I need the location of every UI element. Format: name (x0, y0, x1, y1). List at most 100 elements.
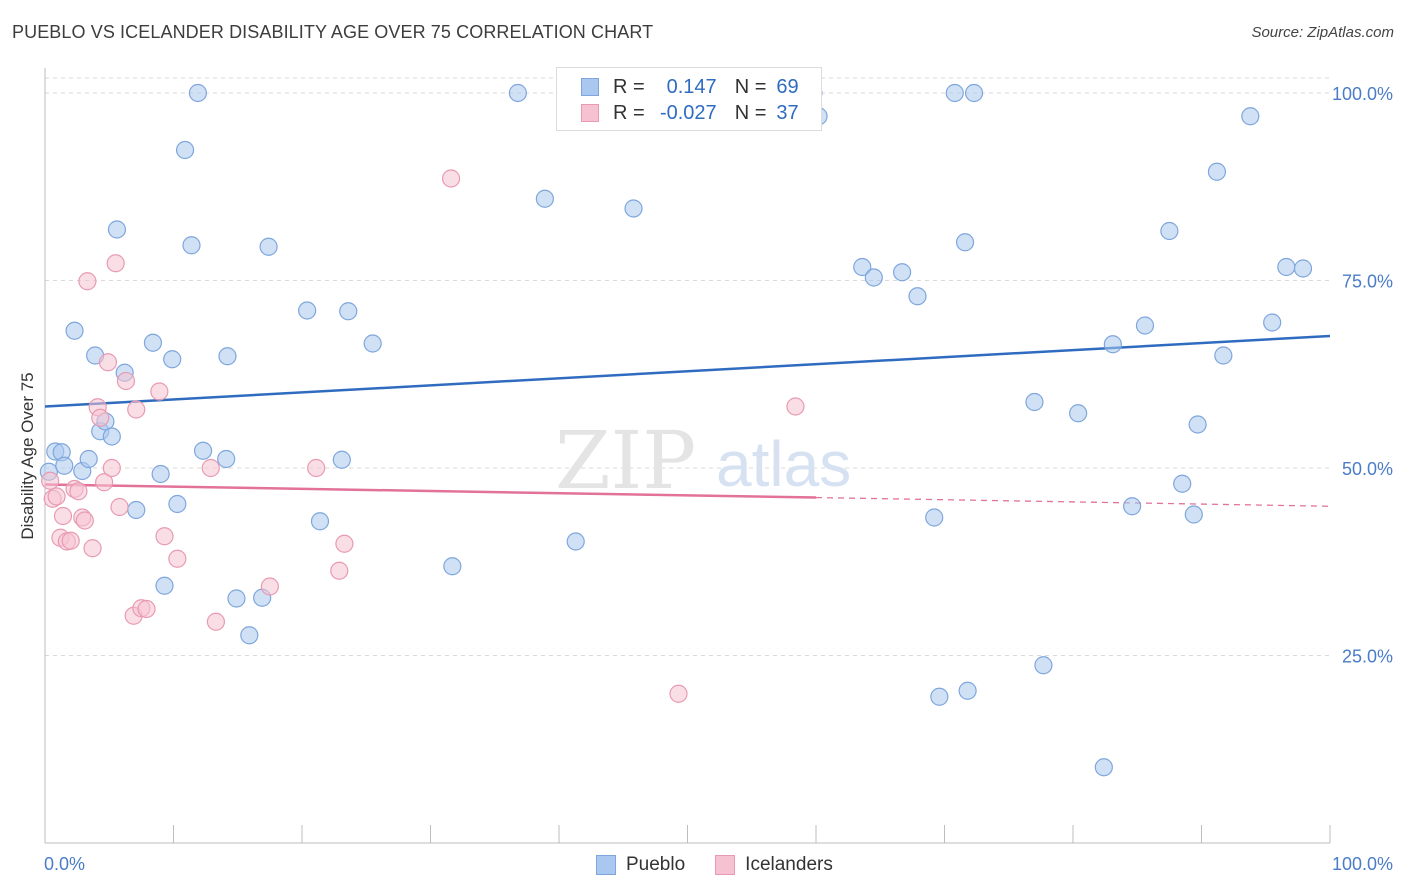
pueblo-point (892, 263, 912, 282)
icelanders-point (335, 534, 354, 553)
pueblo-point (1135, 316, 1155, 335)
legend-swatch-icelanders (581, 104, 599, 122)
icelanders-point (669, 684, 688, 703)
icelanders-point (116, 371, 136, 391)
pueblo-point (218, 347, 237, 366)
pueblo-point (155, 576, 174, 595)
pueblo-point (175, 140, 195, 160)
icelanders-point (168, 549, 187, 568)
icelanders-point (330, 561, 349, 580)
icelanders-point (201, 458, 220, 478)
pueblo-point (1263, 313, 1282, 332)
series-legend: Pueblo Icelanders (596, 852, 863, 878)
icelanders-point (786, 397, 805, 416)
icelanders-point (206, 612, 226, 631)
pueblo-point (964, 83, 984, 103)
pueblo-point (566, 532, 585, 551)
pueblo-point (535, 189, 554, 208)
points-layer (39, 83, 1313, 777)
icelanders-point (69, 482, 88, 501)
pueblo-point (298, 301, 317, 320)
pueblo-point (908, 287, 927, 306)
pueblo-point (182, 236, 201, 255)
legend-swatch-pueblo (581, 78, 599, 96)
y-tick-label: 75.0% (1342, 272, 1393, 292)
pueblo-point (508, 83, 527, 103)
chart-title: PUEBLO VS ICELANDER DISABILITY AGE OVER … (12, 22, 654, 42)
legend-n-label: N = (734, 101, 767, 124)
pueblo-point (955, 233, 975, 252)
pueblo-point (864, 268, 883, 287)
pueblo-point (1184, 505, 1203, 524)
watermark-zip: ZIP (555, 414, 696, 507)
legend-label-icelanders: Icelanders (745, 854, 833, 875)
correlation-legend: R = 0.147 N = 69 R = -0.027 N = 37 (556, 67, 822, 131)
legend-swatch-pueblo (596, 855, 616, 875)
icelanders-point (110, 497, 129, 517)
pueblo-point (363, 334, 382, 353)
pueblo-point (240, 626, 259, 645)
pueblo-point (930, 687, 949, 706)
pueblo-point (127, 500, 146, 520)
y-axis-label: Disability Age Over 75 (18, 372, 37, 539)
legend-n-label: N = (734, 75, 767, 98)
pueblo-point (339, 302, 358, 321)
pueblo-point (102, 427, 121, 446)
pueblo-point (1173, 474, 1192, 493)
pueblo-point (1094, 758, 1113, 777)
legend-r-label: R = (613, 101, 645, 124)
legend-n-value: 37 (776, 101, 799, 124)
pueblo-point (1188, 415, 1207, 434)
pueblo-point (188, 83, 208, 103)
x-tick-label: 100.0% (1332, 854, 1393, 874)
watermark-atlas: atlas (716, 428, 851, 500)
icelanders-trendline (44, 483, 817, 499)
pueblo-point (217, 449, 236, 469)
x-tick-label: 0.0% (44, 854, 85, 874)
icelanders-point (127, 400, 146, 419)
pueblo-point (1277, 257, 1296, 277)
legend-r-value: 0.147 (666, 75, 717, 98)
legend-r-value: -0.027 (659, 101, 717, 124)
icelanders-point (78, 272, 97, 291)
axis-layer (44, 68, 1331, 844)
pueblo-point (1214, 346, 1233, 365)
pueblo-point (1034, 656, 1053, 675)
pueblo-point (1293, 259, 1313, 278)
icelanders-point (61, 531, 80, 550)
y-tick-label: 50.0% (1342, 459, 1393, 479)
legend-n-value: 69 (776, 75, 799, 98)
y-tick-label: 100.0% (1332, 84, 1393, 104)
pueblo-point (332, 450, 351, 469)
legend-item-pueblo[interactable]: Pueblo (596, 854, 685, 876)
icelanders-point (95, 473, 114, 492)
chart-source: Source: ZipAtlas.com (1251, 24, 1394, 41)
icelanders-point (441, 169, 461, 188)
pueblo-point (853, 257, 872, 277)
pueblo-point (624, 199, 643, 218)
icelanders-point (83, 539, 102, 558)
pueblo-point (1103, 335, 1122, 354)
icelanders-point (150, 382, 169, 401)
icelanders-point (75, 511, 94, 530)
pueblo-point (1241, 107, 1260, 126)
pueblo-point (168, 494, 187, 514)
legend-label-pueblo: Pueblo (626, 854, 686, 875)
icelanders-point (41, 471, 60, 490)
icelanders-point (102, 458, 121, 478)
pueblo-point (151, 464, 170, 484)
legend-row-icelanders: R = -0.027 N = 37 (581, 100, 799, 126)
legend-item-icelanders[interactable]: Icelanders (715, 854, 833, 876)
pueblo-point (1123, 497, 1142, 516)
y-tick-label: 25.0% (1342, 647, 1393, 667)
pueblo-point (55, 456, 74, 475)
icelanders-point (260, 577, 279, 596)
pueblo-point (945, 83, 964, 103)
icelanders-point (307, 458, 326, 478)
icelanders-trendline-dashed (815, 496, 1331, 507)
pueblo-point (958, 681, 977, 700)
icelanders-point (98, 353, 118, 372)
legend-r-label: R = (613, 75, 645, 98)
legend-swatch-icelanders (715, 855, 736, 875)
